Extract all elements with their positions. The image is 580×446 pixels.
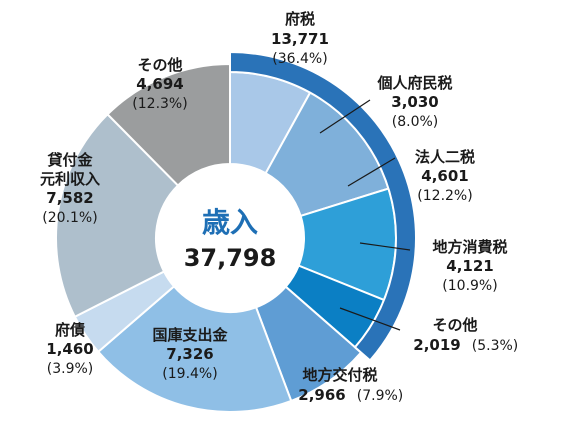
slice-value-2: 4,121 bbox=[446, 257, 493, 275]
slice-label-8: その他 bbox=[137, 56, 182, 74]
slice-value-8: 4,694 bbox=[136, 75, 183, 93]
slice-label-7-b: 元利収入 bbox=[40, 170, 100, 188]
tax-ring-arc bbox=[229, 50, 417, 362]
slice-percent-1: (12.2%) bbox=[417, 188, 472, 204]
leader-line-2 bbox=[359, 242, 411, 251]
slice-5 bbox=[96, 284, 293, 413]
slice-percent-2: (10.9%) bbox=[442, 278, 497, 294]
slice-percent-8: (12.3%) bbox=[132, 96, 187, 112]
slice-percent-5: (19.4%) bbox=[162, 366, 217, 382]
slice-percent-6: (3.9%) bbox=[47, 361, 94, 377]
center-value: 37,798 bbox=[184, 244, 277, 272]
slice-label-3: その他 bbox=[432, 316, 477, 334]
leader-line-0 bbox=[319, 99, 371, 134]
slice-percent-7: (20.1%) bbox=[42, 210, 97, 226]
slice-label-6: 府債 bbox=[55, 321, 85, 339]
slice-value-1: 4,601 bbox=[421, 167, 468, 185]
center-hole bbox=[160, 168, 300, 308]
slice-value-0: 3,030 bbox=[391, 93, 438, 111]
slice-label-4: 地方交付税 bbox=[302, 366, 377, 384]
slice-percent-3: (5.3%) bbox=[472, 338, 519, 354]
slice-label-7-a: 貸付金 bbox=[47, 151, 93, 169]
slice-percent-4: (7.9%) bbox=[357, 388, 404, 404]
leader-line-1 bbox=[347, 157, 396, 187]
slice-label-0: 個人府民税 bbox=[376, 74, 452, 92]
tax-ring-label: 府税 bbox=[285, 10, 315, 28]
tax-ring-value: 13,771 bbox=[271, 30, 329, 48]
slice-label-2: 地方消費税 bbox=[432, 238, 507, 256]
slice-label-1: 法人二税 bbox=[415, 148, 475, 166]
slice-value-4: 2,966 bbox=[298, 386, 345, 404]
slice-7 bbox=[55, 112, 180, 319]
slice-value-3: 2,019 bbox=[413, 336, 460, 354]
center-title: 歳入 bbox=[202, 206, 258, 239]
tax-ring-percent: (36.4%) bbox=[272, 51, 327, 67]
slice-percent-0: (8.0%) bbox=[392, 114, 439, 130]
slice-label-5: 国庫支出金 bbox=[152, 326, 228, 344]
slice-value-5: 7,326 bbox=[166, 345, 213, 363]
leader-line-3 bbox=[339, 307, 401, 331]
slice-value-6: 1,460 bbox=[46, 340, 93, 358]
slice-value-7: 7,582 bbox=[46, 189, 93, 207]
